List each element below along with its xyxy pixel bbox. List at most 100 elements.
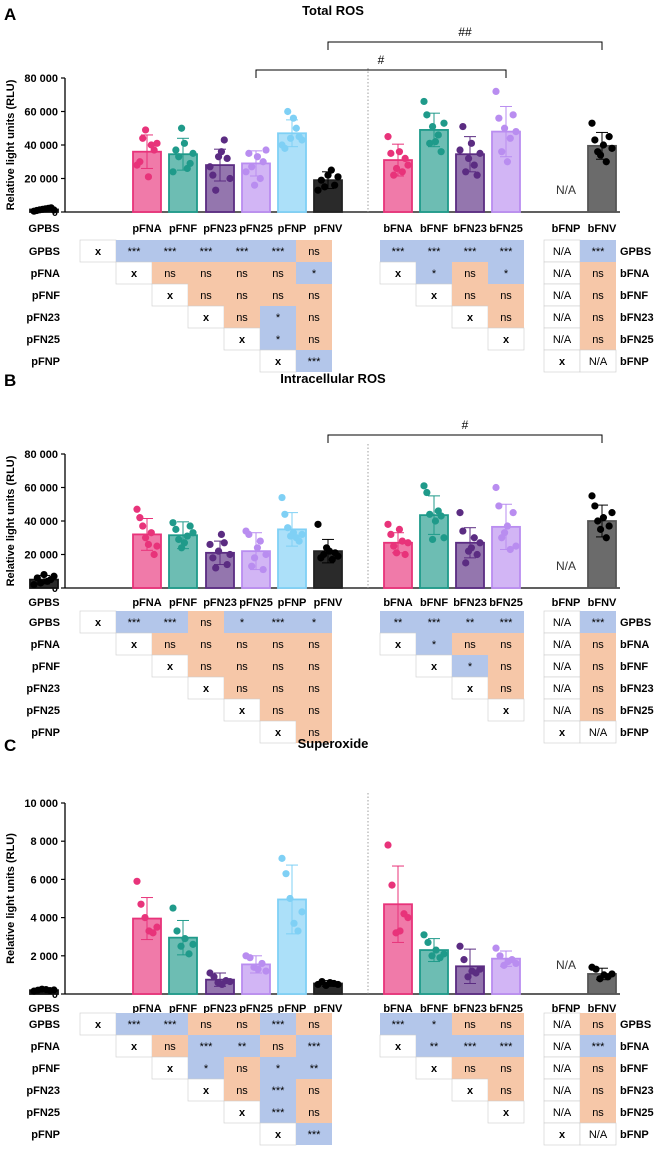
table-row-label: bFN23 — [620, 1085, 654, 1097]
table-cell — [260, 1035, 296, 1057]
y-tick-label: 6 000 — [30, 874, 58, 886]
data-point-pFNP — [298, 530, 306, 539]
data-point-pFNF — [177, 124, 186, 132]
x-tick-label: bFNV — [588, 1003, 617, 1015]
significance-label: # — [462, 418, 469, 432]
data-point-pFN23 — [217, 148, 226, 156]
panel-title: Intracellular ROS — [280, 371, 386, 386]
table-cell-text: ns — [308, 661, 320, 673]
table-cell — [488, 1035, 524, 1057]
data-point-bFNV — [588, 492, 596, 500]
data-point-pFN23 — [210, 973, 218, 981]
table-cell-text: ns — [500, 312, 512, 324]
data-point-pFN23 — [206, 540, 214, 549]
table-cell-text: x — [131, 268, 138, 280]
table-cell-text: ns — [500, 290, 512, 302]
table-cell-text: x — [203, 1085, 210, 1097]
data-point-bFNF — [431, 138, 440, 146]
table-row-label: bFN25 — [620, 705, 654, 717]
data-point-pFNF — [189, 940, 197, 948]
data-point-pFNF — [175, 535, 183, 544]
x-tick-label: pFNA — [132, 597, 161, 609]
data-point-pFNF — [169, 168, 177, 176]
data-point-bFN25 — [506, 134, 514, 142]
x-tick-label: GPBS — [28, 1003, 59, 1015]
data-point-bFNV — [596, 151, 605, 159]
data-point-pFNV — [314, 186, 322, 194]
table-cell — [296, 1035, 332, 1057]
table-cell-text: x — [95, 1019, 102, 1031]
table-cell-text: x — [559, 727, 566, 739]
data-point-bFNF — [420, 97, 428, 106]
data-point-bFN25 — [503, 522, 512, 530]
data-point-pFNF — [169, 519, 177, 527]
data-point-pFNA — [139, 134, 147, 142]
table-cell — [224, 1057, 260, 1079]
data-point-pFN25 — [253, 544, 262, 552]
x-tick-label: pFNP — [278, 597, 307, 609]
table-cell-text: ns — [200, 290, 212, 302]
data-point-pFNP — [286, 134, 295, 142]
table-cell — [580, 1013, 616, 1035]
y-tick-label: 40 000 — [24, 516, 58, 528]
table-row-label: pFNA — [31, 1041, 60, 1053]
table-cell-text: ns — [308, 683, 320, 695]
table-cell — [188, 1035, 224, 1057]
data-point-bFNA — [401, 154, 409, 162]
data-point-pFNP — [294, 927, 302, 935]
panel-letter: A — [4, 5, 16, 24]
table-cell-text: ** — [394, 617, 403, 629]
table-cell-text: ns — [464, 639, 476, 651]
data-point-bFNV — [608, 970, 616, 978]
data-point-bFNV — [599, 141, 608, 149]
table-row-label: bFNF — [620, 290, 648, 302]
data-point-bFNF — [423, 111, 431, 119]
table-cell-text: ns — [272, 705, 284, 717]
table-cell — [260, 1101, 296, 1123]
table-cell-text: N/A — [553, 683, 572, 695]
table-cell-text: ns — [236, 1085, 248, 1097]
table-cell-text: x — [203, 312, 210, 324]
data-point-bFNF — [428, 952, 436, 960]
table-cell-text: x — [167, 1063, 174, 1075]
data-point-bFNV — [608, 509, 616, 517]
table-cell-text: N/A — [553, 1041, 572, 1053]
data-point-pFNP — [295, 537, 303, 545]
table-cell-text: *** — [236, 246, 250, 258]
table-cell-text: * — [204, 1063, 209, 1075]
table-cell-text: ** — [310, 1063, 319, 1075]
table-cell — [488, 306, 524, 328]
x-tick-label: bFNA — [383, 1003, 412, 1015]
data-point-bFN25 — [492, 87, 500, 95]
data-point-pFNA — [153, 542, 161, 550]
data-point-bFNA — [395, 148, 404, 156]
data-point-pFNF — [189, 149, 197, 157]
table-cell-text: *** — [308, 1041, 322, 1053]
data-point-bFNF — [437, 148, 445, 156]
data-point-pFN23 — [220, 539, 228, 547]
table-cell — [488, 1079, 524, 1101]
table-cell — [580, 306, 616, 328]
table-cell-text: *** — [164, 246, 178, 258]
data-point-bFNF — [437, 512, 445, 520]
y-axis-label: Relative light units (RLU) — [5, 79, 17, 210]
data-point-bFNV — [596, 525, 605, 533]
table-cell — [380, 240, 416, 262]
table-cell-text: x — [467, 312, 474, 324]
y-tick-label: 4 000 — [30, 913, 58, 925]
data-point-pFN25 — [256, 174, 264, 183]
x-tick-label: pFN23 — [203, 223, 237, 235]
data-point-bFNA — [387, 530, 395, 539]
table-cell — [224, 284, 260, 306]
data-point-pFN25 — [256, 537, 264, 545]
x-tick-label: pFN25 — [239, 597, 273, 609]
x-tick-label: bFNP — [552, 597, 581, 609]
table-cell-text: ns — [272, 639, 284, 651]
table-cell — [260, 655, 296, 677]
data-point-bFN23 — [476, 965, 484, 973]
data-point-pFNA — [141, 534, 150, 542]
table-cell-text: *** — [200, 246, 214, 258]
table-cell-text: ns — [200, 1019, 212, 1031]
table-cell-text: *** — [392, 246, 406, 258]
